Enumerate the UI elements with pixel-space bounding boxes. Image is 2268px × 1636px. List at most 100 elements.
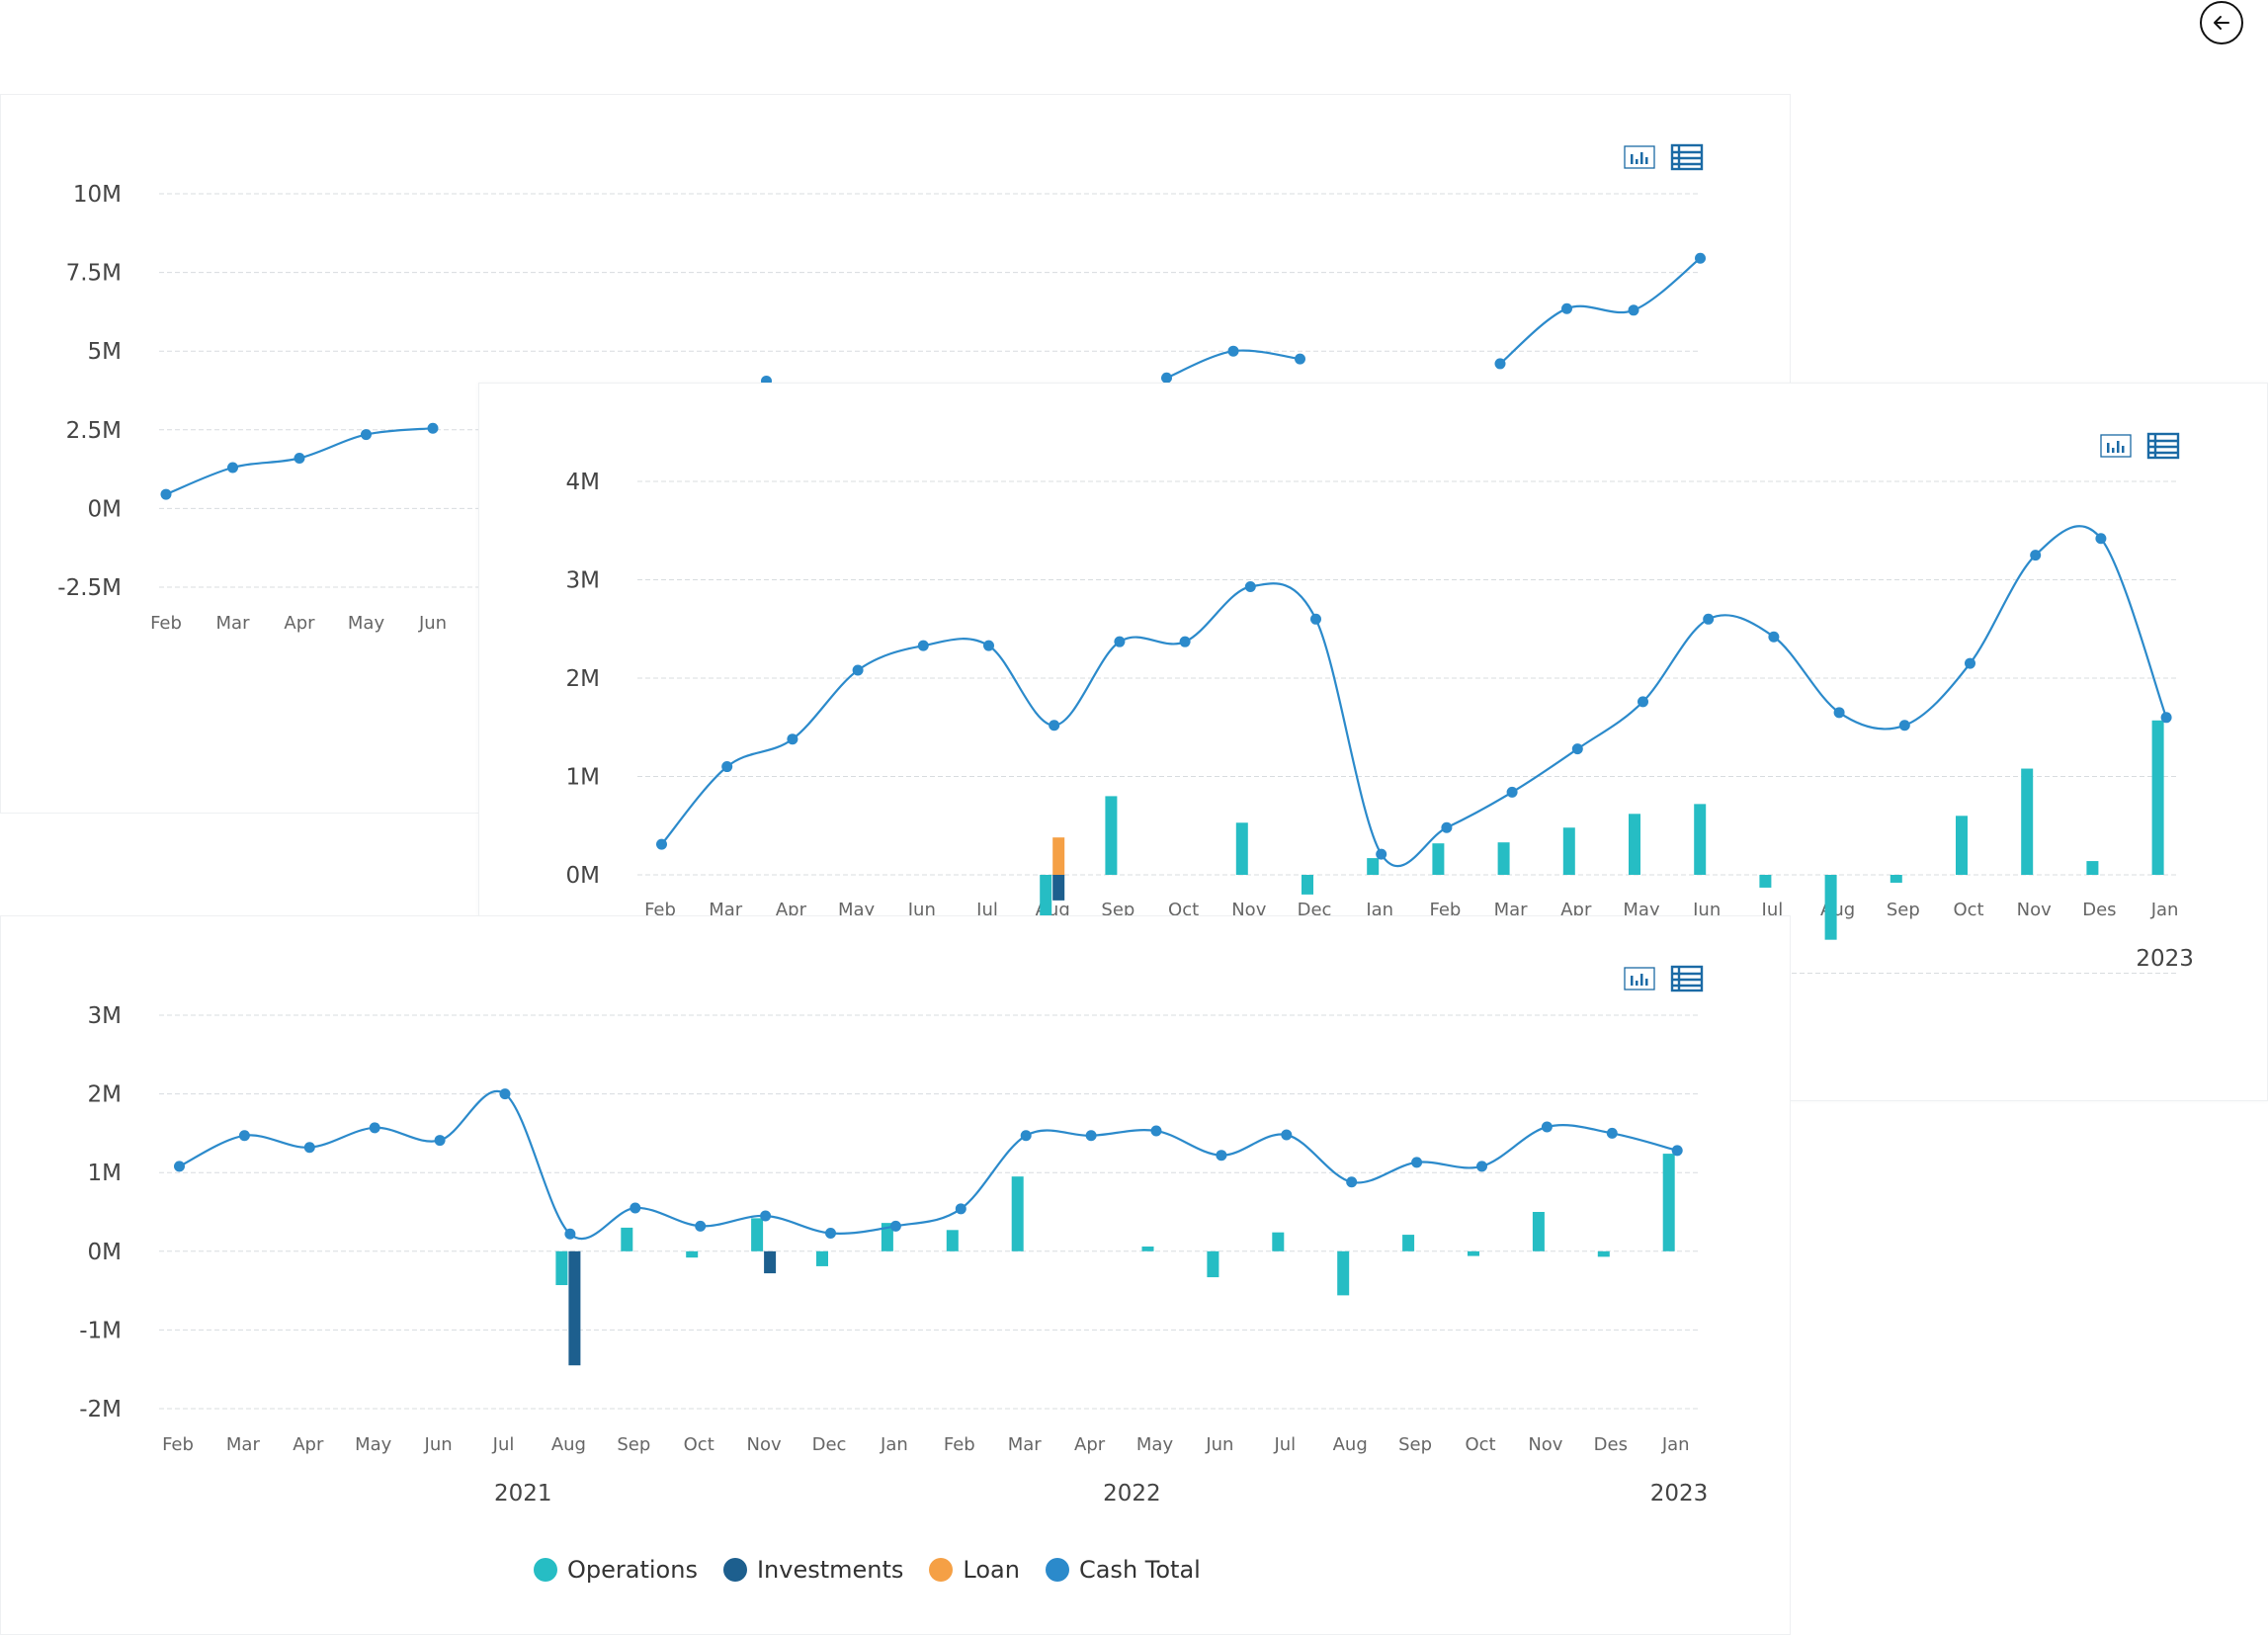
cash-total-point xyxy=(1541,1121,1553,1133)
x-tick-label: Nov xyxy=(1528,1434,1562,1455)
x-tick-label: Nov xyxy=(747,1434,782,1455)
cash-total-point xyxy=(695,1220,707,1232)
bar-operations xyxy=(1890,875,1902,883)
table-view-button[interactable] xyxy=(2146,431,2182,461)
bar-operations xyxy=(816,1250,828,1266)
legend-swatch xyxy=(534,1558,557,1582)
bar-investments xyxy=(1052,875,1065,901)
x-tick-label: Jun xyxy=(418,613,447,634)
legend-item-cash-total[interactable]: Cash Total xyxy=(1045,1556,1201,1584)
y-tick-label: 2.5M xyxy=(66,418,122,444)
cash-total-series xyxy=(656,525,2172,868)
bar-operations xyxy=(686,1250,699,1258)
x-tick-label: Jun xyxy=(1205,1434,1233,1455)
x-tick-label: Apr xyxy=(1560,900,1592,920)
x-tick-label: Mar xyxy=(709,900,743,920)
cash-total-point xyxy=(983,640,994,651)
chart-view-button[interactable] xyxy=(1623,964,1658,993)
table-view-button[interactable] xyxy=(1670,964,1706,993)
cash-total-point xyxy=(160,488,172,500)
chart-view-icon xyxy=(1624,145,1655,169)
table-view-icon xyxy=(1670,965,1704,992)
icon-bar xyxy=(2112,448,2115,453)
x-tick-label: Feb xyxy=(644,900,676,920)
x-tick-label: Feb xyxy=(1429,900,1461,920)
back-button[interactable] xyxy=(2200,1,2243,44)
bar-investments xyxy=(764,1250,777,1274)
legend-item-loan[interactable]: Loan xyxy=(929,1556,1020,1584)
cash-total-point xyxy=(1965,657,1975,669)
bar-operations xyxy=(1402,1235,1415,1251)
table-view-button[interactable] xyxy=(1670,142,1706,172)
chart-svg: 3M 2M 1M 0M -1M -2M Feb Mar Apr May Jun Jul Aug Sep Oc… xyxy=(79,965,1709,1507)
bar-operations xyxy=(1302,875,1313,895)
bar-operations xyxy=(946,1230,959,1251)
y-tick-label: 10M xyxy=(73,182,122,208)
bar-operations xyxy=(1272,1232,1285,1251)
arrow-left-icon xyxy=(2214,16,2229,30)
cash-total-point xyxy=(1494,358,1506,370)
cash-total-point xyxy=(1411,1157,1423,1168)
cash-total-point xyxy=(294,452,305,464)
x-tick-label: Apr xyxy=(1074,1434,1106,1455)
y-tick-label: 1M xyxy=(88,1161,122,1186)
year-label: 2023 xyxy=(1650,1481,1709,1507)
cash-total-point xyxy=(1346,1176,1358,1188)
cash-total-point xyxy=(1020,1130,1032,1142)
year-label: 2023 xyxy=(2136,946,2194,972)
bar-operations xyxy=(1759,875,1772,888)
cash-total-point xyxy=(1114,636,1126,647)
y-tick-label: -2.5M xyxy=(57,575,122,601)
legend-label: Investments xyxy=(756,1556,904,1584)
chart-view-button[interactable] xyxy=(1623,142,1658,172)
bar-series xyxy=(1040,720,2164,942)
cash-total-point xyxy=(1671,1145,1683,1157)
cash-total-point xyxy=(1768,631,1780,643)
bar-operations xyxy=(1468,1250,1479,1256)
x-tick-label: Jul xyxy=(1761,900,1784,920)
cash-total-point xyxy=(1561,302,1572,314)
cash-total-point xyxy=(499,1088,511,1100)
chart-view-icon xyxy=(1624,967,1655,990)
cash-total-point xyxy=(1703,613,1715,625)
x-tick-label: Apr xyxy=(776,900,807,920)
x-tick-label: Oct xyxy=(684,1434,714,1455)
cash-total-point xyxy=(2095,533,2107,545)
y-tick-label: 4M xyxy=(566,470,600,495)
chart-view-button[interactable] xyxy=(2099,431,2135,461)
legend-item-investments[interactable]: Investments xyxy=(722,1556,904,1584)
cash-total-point xyxy=(361,429,372,441)
bar-operations xyxy=(1235,822,1248,875)
cash-total-point xyxy=(1179,636,1191,647)
x-tick-label: Des xyxy=(1594,1434,1628,1455)
icon-bar xyxy=(1631,976,1634,986)
y-tick-label: 1M xyxy=(566,765,600,791)
cash-total-point xyxy=(427,422,439,434)
cash-total-point xyxy=(1049,720,1060,732)
bar-operations xyxy=(1207,1250,1219,1278)
cash-total-series xyxy=(174,1088,1683,1241)
cash-total-point xyxy=(1833,707,1845,719)
y-tick-label: 3M xyxy=(88,1003,122,1029)
table-view-icon xyxy=(2146,432,2180,460)
cash-total-point xyxy=(630,1202,641,1214)
table-view-icon xyxy=(1670,143,1704,171)
x-tick-label: Jun xyxy=(907,900,936,920)
bar-operations xyxy=(881,1223,893,1251)
x-tick-label: Oct xyxy=(1168,900,1199,920)
x-tick-label: Oct xyxy=(1953,900,1983,920)
legend-item-operations[interactable]: Operations xyxy=(534,1556,698,1584)
legend-label: Loan xyxy=(963,1556,1020,1584)
x-tick-label: Des xyxy=(2082,900,2116,920)
icon-bar xyxy=(2117,441,2120,453)
bar-operations xyxy=(1141,1247,1154,1251)
bar-operations xyxy=(1497,842,1510,875)
cash-total-line xyxy=(1499,257,1702,365)
cash-total-point xyxy=(721,761,733,773)
cash-total-point xyxy=(1441,821,1453,833)
cash-total-point xyxy=(852,664,864,676)
x-tick-label: May xyxy=(1623,900,1660,920)
year-label: 2021 xyxy=(494,1481,552,1507)
x-tick-label: Jun xyxy=(1692,900,1721,920)
cash-total-point xyxy=(434,1135,446,1147)
